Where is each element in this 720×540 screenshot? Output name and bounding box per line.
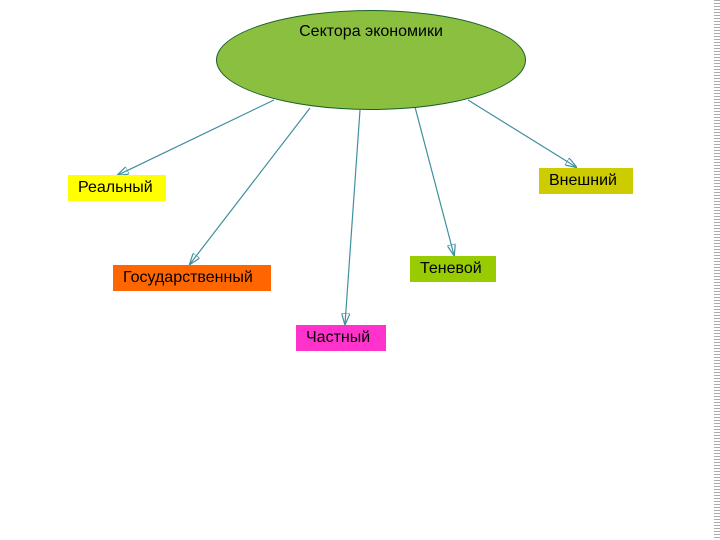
leaf-private: Частный [296, 325, 386, 351]
root-label: Сектора экономики [299, 23, 443, 41]
right-scroll-decor [714, 0, 720, 540]
connector-external [468, 100, 576, 167]
leaf-label-external: Внешний [549, 172, 617, 189]
root-node: Сектора экономики [216, 10, 526, 110]
connector-shadow [415, 107, 454, 255]
leaf-real: Реальный [68, 175, 166, 201]
leaf-label-private: Частный [306, 329, 370, 346]
leaf-label-shadow: Теневой [420, 260, 482, 277]
connector-private [345, 110, 360, 324]
leaf-label-real: Реальный [78, 179, 153, 196]
connector-real [118, 100, 274, 175]
leaf-state: Государственный [113, 265, 271, 291]
diagram-canvas: Сектора экономики Реальный Государственны… [0, 0, 720, 540]
leaf-shadow: Теневой [410, 256, 496, 282]
leaf-external: Внешний [539, 168, 633, 194]
connector-state [190, 108, 310, 264]
leaf-label-state: Государственный [123, 269, 253, 286]
